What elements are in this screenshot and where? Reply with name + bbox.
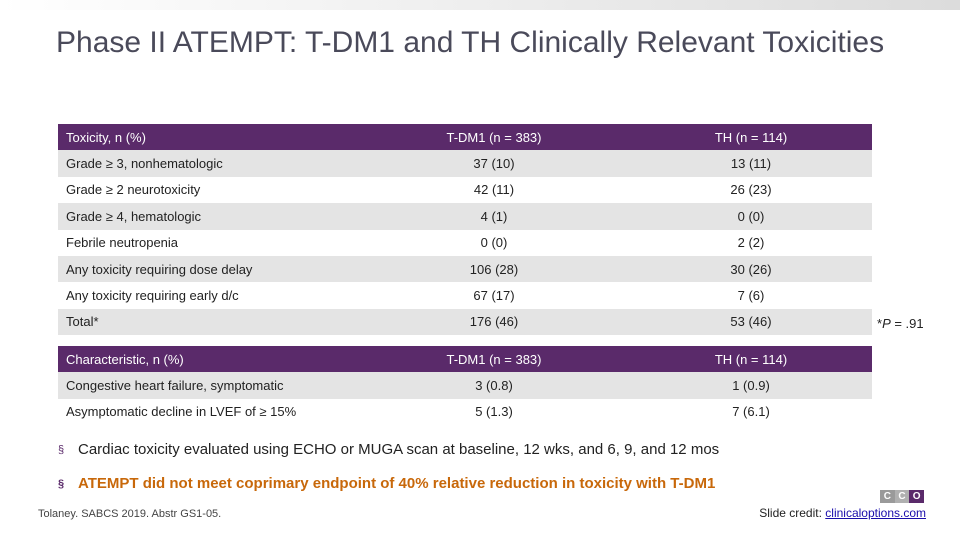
table-row: Febrile neutropenia 0 (0) 2 (2) [58, 230, 872, 256]
table-row: Total* 176 (46) 53 (46) [58, 308, 872, 336]
bullet-item: § ATEMPT did not meet coprimary endpoint… [58, 474, 938, 494]
th-value: 7 (6) [737, 288, 765, 304]
bullet-list: § Cardiac toxicity evaluated using ECHO … [58, 440, 938, 494]
th-value: 1 (0.9) [732, 378, 770, 394]
row-label: Any toxicity requiring dose delay [66, 261, 253, 277]
th-value: 53 (46) [730, 314, 772, 330]
toxicity-header-col2: T-DM1 (n = 383) [446, 129, 542, 145]
row-label: Grade ≥ 3, nonhematologic [66, 156, 223, 172]
tdm1-value: 37 (10) [473, 156, 515, 172]
credit-label: Slide credit: [759, 506, 822, 520]
tdm1-value: 3 (0.8) [475, 378, 513, 394]
row-label: Grade ≥ 4, hematologic [66, 208, 202, 224]
th-value: 13 (11) [730, 156, 772, 172]
table-row: Grade ≥ 3, nonhematologic 37 (10) 13 (11… [58, 150, 872, 177]
logo-letter: O [909, 490, 925, 503]
citation: Tolaney. SABCS 2019. Abstr GS1-05. [38, 508, 222, 520]
characteristic-header-col3: TH (n = 114) [714, 351, 788, 367]
tdm1-value: 176 (46) [469, 314, 519, 330]
p-value-note: *P = .91 [877, 316, 924, 331]
tdm1-value: 106 (28) [469, 261, 519, 277]
top-gradient-bar [0, 0, 960, 10]
toxicity-header-col3: TH (n = 114) [714, 129, 788, 145]
bullet-marker-icon: § [58, 478, 65, 490]
characteristic-table-header: Characteristic, n (%) T-DM1 (n = 383) TH… [58, 346, 872, 373]
logo-letter: C [880, 490, 895, 503]
th-value: 30 (26) [730, 261, 772, 277]
row-label: Asymptomatic decline in LVEF of ≥ 15% [66, 404, 297, 420]
row-label: Any toxicity requiring early d/c [66, 288, 239, 304]
table-row: Grade ≥ 4, hematologic 4 (1) 0 (0) [58, 203, 872, 230]
row-label: Congestive heart failure, symptomatic [66, 378, 284, 394]
row-label: Grade ≥ 2 neurotoxicity [66, 182, 201, 198]
th-value: 7 (6.1) [732, 404, 770, 420]
toxicity-header-col1: Toxicity, n (%) [66, 129, 146, 145]
bullet-text: ATEMPT did not meet coprimary endpoint o… [78, 475, 716, 492]
characteristic-header-col2: T-DM1 (n = 383) [446, 351, 542, 367]
slide-credit: Slide credit: clinicaloptions.com [759, 506, 926, 520]
th-value: 26 (23) [730, 182, 772, 198]
cco-logo: C C O [880, 490, 925, 503]
bullet-marker-icon: § [58, 444, 65, 456]
tdm1-value: 67 (17) [473, 288, 515, 304]
bullet-text: Cardiac toxicity evaluated using ECHO or… [78, 441, 720, 458]
logo-letter: C [894, 490, 910, 503]
table-row: Any toxicity requiring early d/c 67 (17)… [58, 282, 872, 308]
tdm1-value: 42 (11) [473, 182, 515, 198]
p-value-prefix: * [877, 316, 883, 331]
row-label: Total* [66, 314, 99, 330]
tdm1-value: 4 (1) [480, 208, 508, 224]
th-value: 2 (2) [737, 235, 765, 251]
tdm1-value: 0 (0) [480, 235, 508, 251]
table-row: Grade ≥ 2 neurotoxicity 42 (11) 26 (23) [58, 177, 872, 203]
characteristic-table: Characteristic, n (%) T-DM1 (n = 383) TH… [58, 346, 872, 425]
table-row: Congestive heart failure, symptomatic 3 … [58, 372, 872, 399]
toxicity-table-header: Toxicity, n (%) T-DM1 (n = 383) TH (n = … [58, 124, 872, 151]
characteristic-header-col1: Characteristic, n (%) [66, 351, 184, 367]
table-row: Any toxicity requiring dose delay 106 (2… [58, 255, 872, 283]
page-title: Phase II ATEMPT: T-DM1 and TH Clinically… [56, 26, 885, 59]
bullet-item: § Cardiac toxicity evaluated using ECHO … [58, 440, 938, 460]
th-value: 0 (0) [737, 208, 765, 224]
p-value-label: P [882, 316, 891, 331]
p-value-value: = .91 [890, 316, 924, 331]
row-label: Febrile neutropenia [66, 235, 179, 251]
tdm1-value: 5 (1.3) [475, 404, 513, 420]
toxicity-table: Toxicity, n (%) T-DM1 (n = 383) TH (n = … [58, 124, 872, 336]
table-row: Asymptomatic decline in LVEF of ≥ 15% 5 … [58, 399, 872, 425]
credit-link[interactable]: clinicaloptions.com [825, 506, 926, 520]
